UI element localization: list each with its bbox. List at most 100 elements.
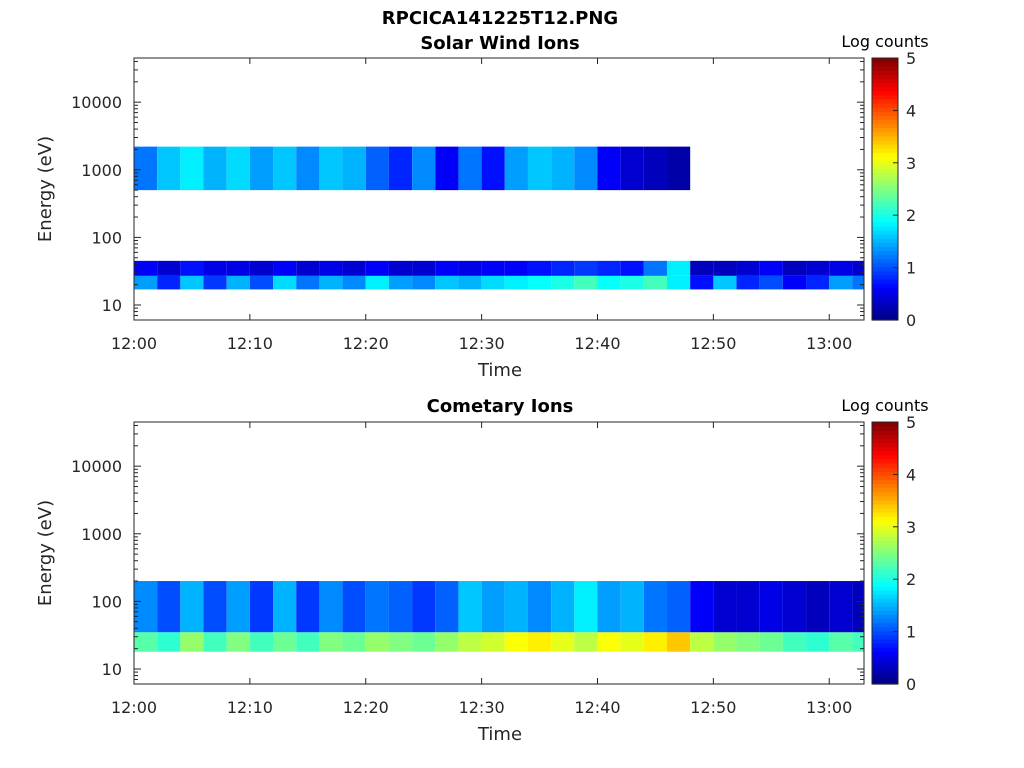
p2-colorbar-step bbox=[872, 679, 898, 685]
p2-cell-b0-t1 bbox=[157, 632, 181, 652]
p1-cell-b2-t22 bbox=[643, 146, 668, 191]
p1-cell-b0-t29 bbox=[806, 275, 830, 290]
p2-colorbar-step bbox=[872, 659, 898, 665]
p1-xtick-label-6: 13:00 bbox=[806, 334, 852, 353]
p1-colorbar-step bbox=[872, 139, 898, 145]
p1-colorbar-step bbox=[872, 205, 898, 211]
p1-cell-b1-t10 bbox=[365, 260, 389, 276]
p1-cell-b1-t22 bbox=[643, 260, 668, 276]
p1-xtick-label-5: 12:50 bbox=[690, 334, 736, 353]
panel1-heatmap bbox=[134, 146, 864, 290]
p2-cell-b1-t8 bbox=[319, 581, 343, 633]
p2-colorbar-step bbox=[872, 532, 898, 538]
p1-cell-b1-t19 bbox=[574, 260, 598, 276]
p1-cell-b0-t10 bbox=[365, 275, 389, 290]
p2-cell-b1-t23 bbox=[667, 581, 691, 633]
p1-cell-b1-t8 bbox=[319, 260, 343, 276]
p1-cell-b0-t1 bbox=[157, 275, 181, 290]
p1-cell-b0-t22 bbox=[643, 275, 668, 290]
p2-cell-b1-t28 bbox=[782, 581, 807, 633]
p2-cell-b1-t11 bbox=[388, 581, 413, 633]
p1-colorbar-step bbox=[872, 152, 898, 157]
p2-colorbar-step bbox=[872, 638, 898, 644]
p1-cell-b0-t11 bbox=[388, 275, 413, 290]
p1-ytick-label-1: 100 bbox=[91, 228, 122, 247]
p2-cell-b1-t31 bbox=[852, 581, 864, 633]
p2-colorbar-step bbox=[872, 422, 898, 427]
p1-colorbar-step bbox=[872, 254, 898, 260]
p2-cell-b0-t12 bbox=[412, 632, 436, 652]
p2-cell-b0-t10 bbox=[365, 632, 389, 652]
p1-ytick-label-3: 10000 bbox=[71, 93, 122, 112]
p1-colorbar-box bbox=[871, 57, 899, 321]
p2-colorbar-step bbox=[872, 528, 898, 534]
p1-colorbar-step bbox=[872, 160, 898, 166]
p2-colorbar-step bbox=[872, 598, 898, 603]
panel1-axes: 12:00 12:10 12:20 12:30 12:40 12:50 13:00 10 100… bbox=[71, 58, 864, 353]
p2-colorbar-step bbox=[872, 647, 898, 652]
p2-ytick-label-2: 1000 bbox=[81, 525, 122, 544]
p1-colorbar-step bbox=[872, 98, 898, 104]
p2-cell-b0-t26 bbox=[736, 632, 760, 652]
p1-cell-b1-t16 bbox=[504, 260, 528, 276]
p2-colorbar-step bbox=[872, 557, 898, 562]
p2-colorbar-tick-label-4: 4 bbox=[906, 465, 916, 484]
p1-colorbar-step bbox=[872, 242, 898, 247]
p1-colorbar-step bbox=[872, 74, 898, 80]
p2-colorbar-step bbox=[872, 430, 898, 435]
p1-cell-b2-t13 bbox=[435, 146, 459, 191]
p1-colorbar-step bbox=[872, 172, 898, 178]
p2-colorbar-step bbox=[872, 520, 898, 525]
p2-colorbar-step bbox=[872, 507, 898, 513]
p1-cell-b2-t19 bbox=[574, 146, 598, 191]
panel-solar-wind: Solar Wind Ions 12:00 12:10 12:20 12:30 12:4… bbox=[35, 32, 929, 381]
p1-cell-b1-t21 bbox=[620, 260, 644, 276]
p2-colorbar-tick-label-3: 3 bbox=[906, 518, 916, 537]
p1-colorbar-step bbox=[872, 283, 898, 288]
p1-colorbar-step bbox=[872, 82, 898, 88]
p1-ytick-label-2: 1000 bbox=[81, 161, 122, 180]
p1-colorbar-step bbox=[872, 176, 898, 182]
p2-colorbar-step bbox=[872, 671, 898, 677]
p2-cell-b0-t16 bbox=[504, 632, 528, 652]
panel-cometary: Cometary Ions 12:00 12:10 12:20 12:30 12:40 1… bbox=[35, 396, 929, 745]
p1-colorbar-step bbox=[872, 213, 898, 219]
p2-colorbar-step bbox=[872, 610, 898, 615]
p1-cell-b0-t17 bbox=[527, 275, 552, 290]
p2-cell-b0-t2 bbox=[180, 632, 204, 652]
p1-xtick-label-4: 12:40 bbox=[574, 334, 620, 353]
p2-xtick-label-2: 12:20 bbox=[343, 698, 389, 717]
p2-cell-b0-t13 bbox=[435, 632, 459, 652]
p1-colorbar-step bbox=[872, 295, 898, 301]
p2-cell-b1-t2 bbox=[180, 581, 204, 633]
p1-cell-b0-t16 bbox=[504, 275, 528, 290]
p1-cell-b0-t23 bbox=[667, 275, 691, 290]
p1-cell-b1-t9 bbox=[342, 260, 366, 276]
p1-cell-b1-t1 bbox=[157, 260, 181, 276]
panel1-colorbar-label: Log counts bbox=[841, 32, 928, 51]
p1-cell-b0-t30 bbox=[829, 275, 853, 290]
p2-cell-b1-t6 bbox=[273, 581, 297, 633]
p1-cell-b0-t19 bbox=[574, 275, 598, 290]
p2-colorbar-step bbox=[872, 593, 898, 599]
p2-cell-b1-t13 bbox=[435, 581, 459, 633]
p1-cell-b0-t18 bbox=[551, 275, 575, 290]
p1-colorbar-step bbox=[872, 221, 898, 227]
p2-cell-b0-t28 bbox=[782, 632, 807, 652]
p2-colorbar-step bbox=[872, 634, 898, 640]
p2-cell-b0-t21 bbox=[620, 632, 644, 652]
p2-colorbar-tick-label-1: 1 bbox=[906, 623, 916, 642]
p1-colorbar-step bbox=[872, 303, 898, 309]
p2-colorbar-step bbox=[872, 606, 898, 611]
p1-xtick-label-2: 12:20 bbox=[343, 334, 389, 353]
p2-cell-b0-t29 bbox=[806, 632, 830, 652]
p1-colorbar-step bbox=[872, 135, 898, 141]
p2-cell-b0-t15 bbox=[481, 632, 505, 652]
p1-colorbar-step bbox=[872, 234, 898, 239]
p2-cell-b1-t19 bbox=[574, 581, 598, 633]
p1-colorbar-step bbox=[872, 164, 898, 170]
p2-colorbar-step bbox=[872, 651, 898, 656]
p2-cell-b0-t24 bbox=[690, 632, 714, 652]
p1-cell-b2-t1 bbox=[157, 146, 181, 191]
p2-cell-b1-t24 bbox=[690, 581, 714, 633]
